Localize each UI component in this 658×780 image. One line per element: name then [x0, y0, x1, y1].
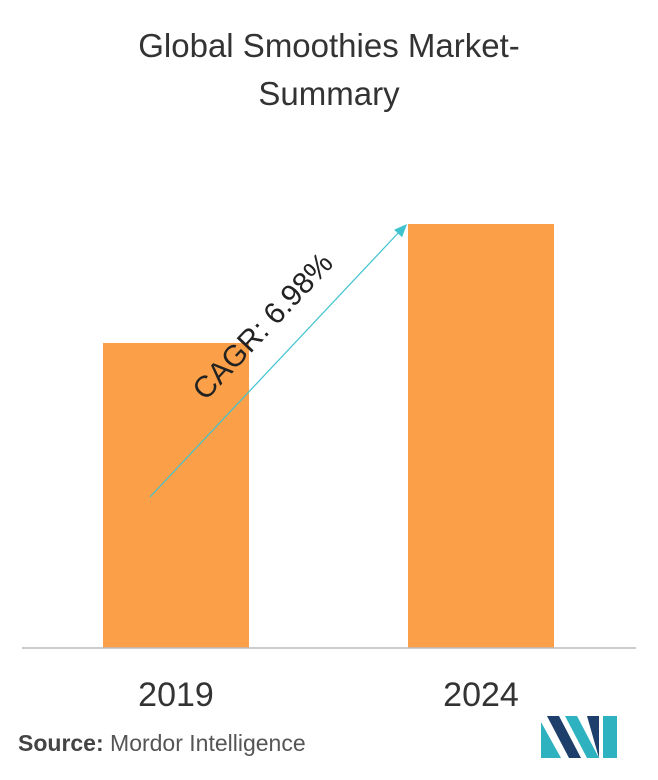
chart-title: Global Smoothies Market- Summary [0, 22, 658, 118]
x-tick-label-2019: 2019 [138, 676, 214, 714]
bar-chart: 2019 2024 CAGR: 6.98% [22, 224, 636, 714]
cagr-label: CAGR: 6.98% [186, 247, 339, 407]
source-label: Source: [18, 730, 104, 756]
cagr-arrow-line [149, 229, 402, 498]
chart-title-line-2: Summary [258, 75, 400, 112]
bar-2024 [408, 224, 554, 648]
source-credit: Source: Mordor Intelligence [18, 730, 306, 757]
cagr-arrow-head [394, 224, 407, 238]
source-name: Mordor Intelligence [110, 730, 306, 756]
bar-2019 [103, 342, 249, 648]
x-tick-label-2024: 2024 [443, 676, 519, 714]
mordor-logo-icon [541, 716, 617, 758]
chart-title-line-1: Global Smoothies Market- [138, 27, 520, 64]
